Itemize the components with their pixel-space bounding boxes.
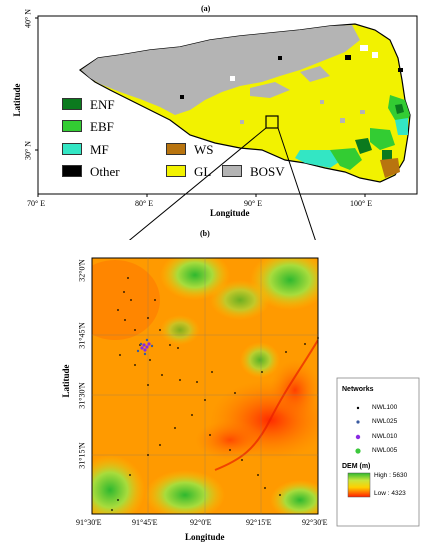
network-label-nwl100: NWL100: [372, 404, 398, 411]
legend-label-ebf: EBF: [90, 119, 114, 134]
panel-b-xlabel: Longitude: [185, 532, 225, 542]
panel-a-xtick: 90° E: [244, 199, 263, 208]
panel-b-ytick: 31°30'N: [77, 382, 87, 409]
legend-swatch-ebf: [62, 120, 82, 132]
nwl025-points: [136, 338, 154, 356]
panel-a-xtick: 70° E: [27, 199, 46, 208]
nwl100-symbol: [356, 406, 360, 410]
panel-a-map: [35, 15, 418, 240]
panel-b-ytick: 31°15'N: [77, 442, 87, 469]
panel-a-xlabel: Longitude: [210, 208, 250, 218]
panel-b-xtick: 92°0'E: [190, 518, 212, 527]
panel-b-xtick: 92°15'E: [246, 518, 272, 527]
legend-label-other: Other: [90, 164, 120, 179]
panel-a-tag: (a): [201, 4, 211, 13]
zoom-line-left: [128, 127, 267, 240]
panel-b-xtick: 91°30'E: [76, 518, 102, 527]
networks-legend-box: [336, 377, 420, 527]
legend-label-mf: MF: [90, 142, 109, 157]
legend-label-bosv: BOSV: [250, 164, 285, 179]
panel-b-ytick: 32°0'N: [77, 259, 87, 282]
networks-title: Networks: [342, 386, 374, 393]
nwl010-points: [140, 342, 151, 352]
network-label-nwl010: NWL010: [372, 433, 398, 440]
dem-high-label: High : 5630: [374, 472, 408, 479]
dem-colorbar: [347, 472, 371, 498]
legend-swatch-mf: [62, 143, 82, 155]
nwl005-symbol: [355, 448, 361, 454]
dem-title: DEM (m): [342, 463, 371, 470]
nwl025-symbol: [356, 420, 360, 424]
panel-a-xtick: 80° E: [135, 199, 154, 208]
panel-b-tag: (b): [200, 229, 210, 238]
panel-b-xtick: 92°30'E: [302, 518, 328, 527]
legend-swatch-ws: [166, 143, 186, 155]
nwl100-points: [111, 277, 319, 511]
study-area-box: [265, 115, 279, 129]
zoom-line-right: [277, 127, 316, 240]
legend-swatch-gl: [166, 165, 186, 177]
legend-label-ws: WS: [194, 142, 214, 157]
panel-b-ylabel: Latitude: [61, 364, 71, 398]
legend-swatch-enf: [62, 98, 82, 110]
nwl010-symbol: [355, 434, 361, 440]
legend-label-gl: GL: [194, 164, 212, 179]
dem-low-label: Low : 4323: [374, 490, 406, 497]
plateau-bosv: [81, 25, 360, 115]
panel-b-xtick: 91°45'E: [132, 518, 158, 527]
panel-a-xtick: 100° E: [350, 199, 373, 208]
panel-b-ytick: 31°45'N: [77, 322, 87, 349]
legend-label-enf: ENF: [90, 97, 115, 112]
network-label-nwl005: NWL005: [372, 447, 398, 454]
legend-swatch-other: [62, 165, 82, 177]
network-label-nwl025: NWL025: [372, 418, 398, 425]
legend-swatch-bosv: [222, 165, 242, 177]
